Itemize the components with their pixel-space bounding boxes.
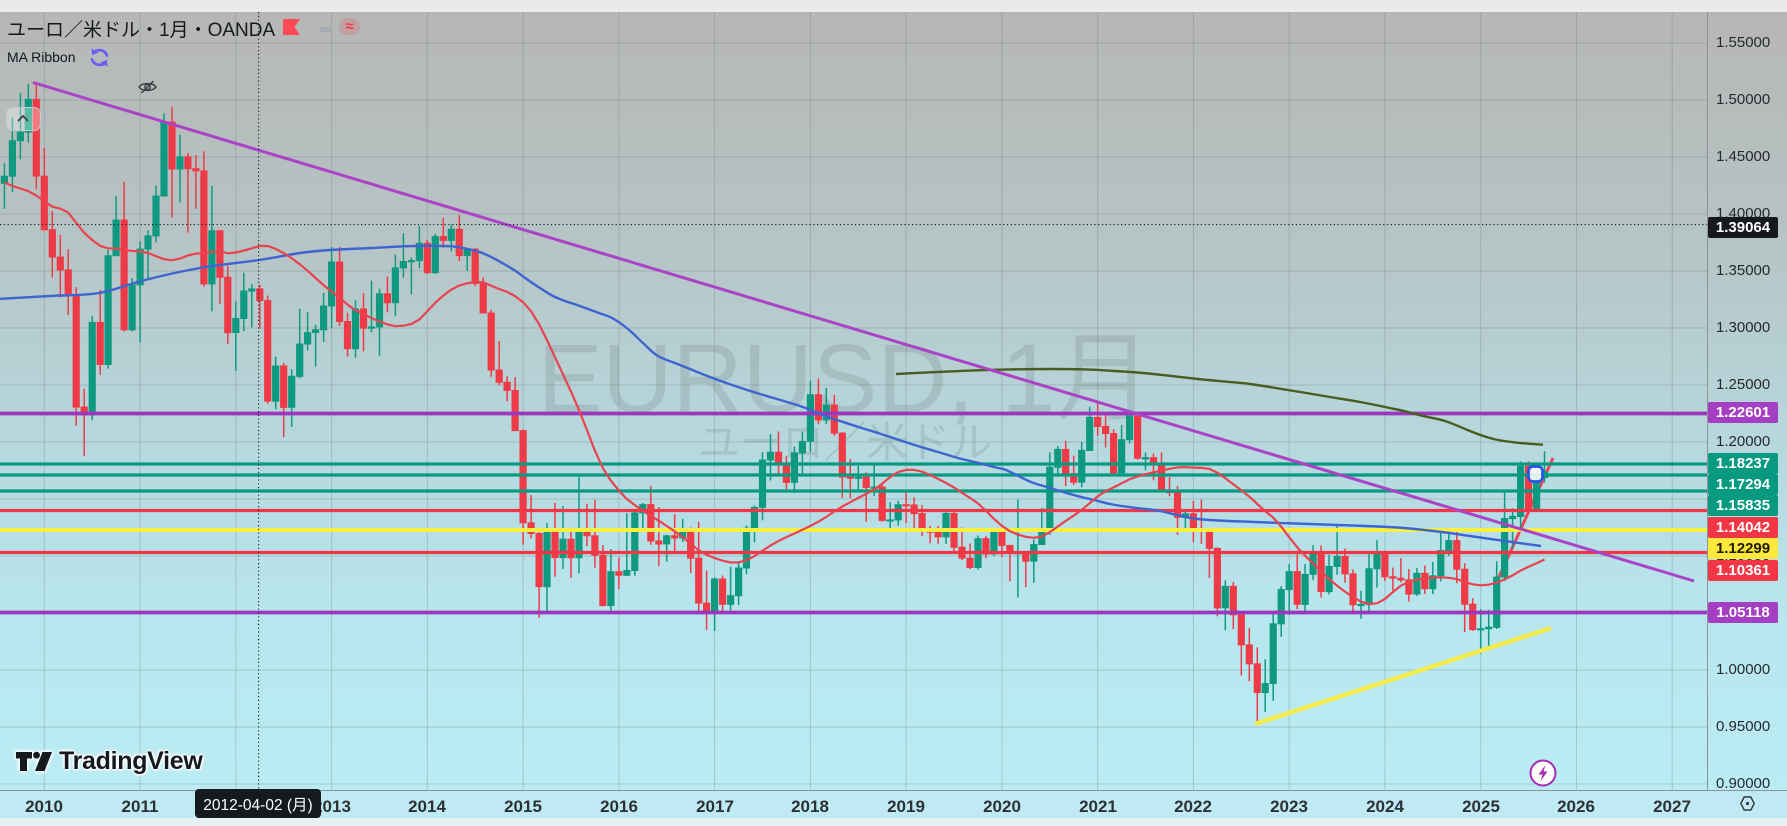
svg-text:EURUSD, 1月: EURUSD, 1月: [538, 324, 1152, 433]
